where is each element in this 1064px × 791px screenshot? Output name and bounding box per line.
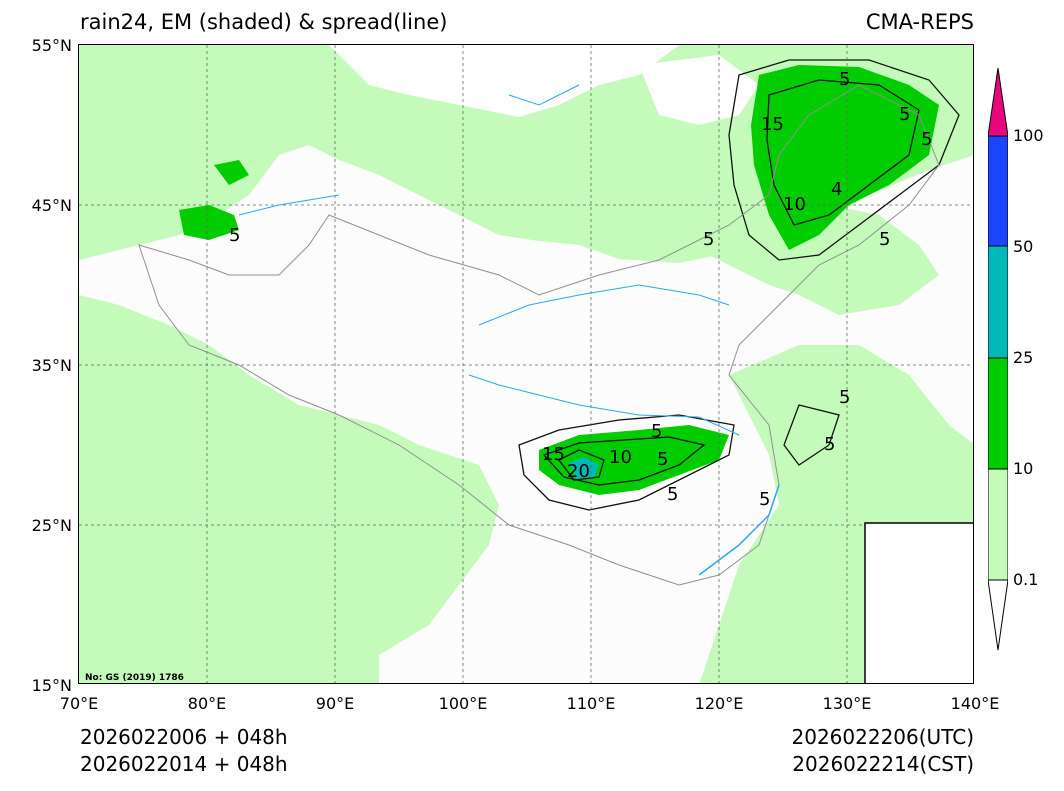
valid-time-cst: 2026022214(CST) [792, 752, 974, 776]
color-legend [988, 68, 1008, 651]
coastline [698, 484, 780, 576]
legend-swatch-0.1-10 [988, 468, 1008, 581]
south-china-sea-inset [864, 522, 973, 683]
legend-label: 0.1 [1013, 570, 1039, 589]
legend-label: 25 [1013, 348, 1034, 367]
lon-label-140: 140°E [950, 694, 1000, 713]
contour-label: 4 [831, 179, 842, 200]
contour-label: 5 [667, 484, 678, 505]
lat-label-45: 45°N [31, 196, 72, 215]
contour-label: 20 [567, 461, 590, 482]
contour-label: 5 [824, 434, 835, 455]
lat-label-15: 15°N [31, 676, 72, 695]
moderate-rain-areas [179, 65, 939, 495]
spread-contours [518, 59, 960, 511]
lon-label-90: 90°E [315, 694, 355, 713]
lon-label-130: 130°E [822, 694, 872, 713]
legend-swatch-50-100 [988, 135, 1008, 247]
map-canvas: 15 10 5 5 5 5 4 5 5 5 15 20 10 5 5 5 5 5… [79, 45, 973, 683]
precipitation-map: 15 10 5 5 5 5 4 5 5 5 15 20 10 5 5 5 5 5… [78, 44, 974, 684]
map-title: rain24, EM (shaded) & spread(line) [80, 10, 448, 34]
model-name: CMA-REPS [865, 10, 974, 34]
contour-label: 15 [761, 114, 784, 135]
graticule [79, 45, 973, 683]
contour-label: 5 [651, 421, 662, 442]
heavy-rain-core [569, 457, 599, 479]
valid-time-utc: 2026022206(UTC) [791, 725, 975, 749]
legend-label: 10 [1013, 459, 1034, 478]
contour-label: 5 [703, 229, 714, 250]
contour-label: 5 [879, 229, 890, 250]
contour-label: 5 [839, 69, 850, 90]
contour-label: 5 [657, 449, 668, 470]
contour-label: 10 [783, 194, 806, 215]
legend-swatch-over-100 [988, 68, 1008, 137]
legend-swatch-under-0.1 [988, 579, 1008, 651]
lat-label-35: 35°N [31, 356, 72, 375]
lon-label-100: 100°E [438, 694, 488, 713]
legend-label: 100 [1013, 126, 1044, 145]
legend-label: 50 [1013, 237, 1034, 256]
lon-label-80: 80°E [187, 694, 227, 713]
rivers [238, 84, 740, 436]
lat-label-55: 55°N [31, 36, 72, 55]
contour-label: 15 [542, 444, 565, 465]
contour-label: 5 [759, 489, 770, 510]
init-time-cst: 2026022014 + 048h [80, 752, 288, 776]
map-approval-number: No: GS (2019) 1786 [85, 673, 184, 683]
contour-label: 5 [921, 129, 932, 150]
contour-label: 5 [839, 387, 850, 408]
lon-label-110: 110°E [566, 694, 616, 713]
contour-label: 10 [609, 447, 632, 468]
lon-label-70: 70°E [59, 694, 99, 713]
lon-label-120: 120°E [694, 694, 744, 713]
init-time-utc: 2026022006 + 048h [80, 725, 288, 749]
contour-label: 5 [229, 225, 240, 246]
contour-label: 5 [899, 104, 910, 125]
legend-swatch-25-50 [988, 245, 1008, 359]
lat-label-25: 25°N [31, 516, 72, 535]
legend-swatch-10-25 [988, 357, 1008, 470]
country-borders [138, 84, 940, 586]
